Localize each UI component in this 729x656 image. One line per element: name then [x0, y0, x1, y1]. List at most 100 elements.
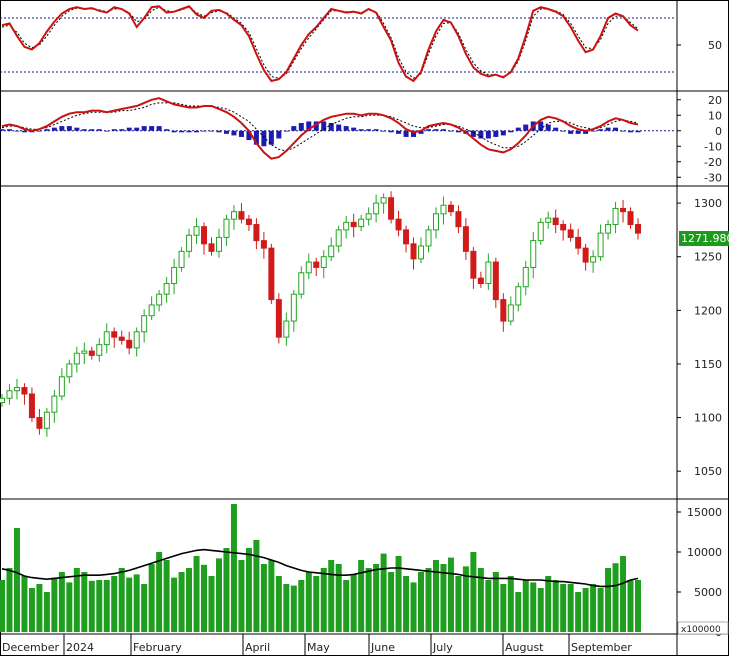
- macd-histogram-bar: [418, 130, 424, 134]
- macd-histogram-bar: [59, 126, 65, 131]
- volume-multiplier-box: [677, 621, 729, 635]
- candle-body: [373, 202, 380, 215]
- candle-body: [193, 226, 200, 236]
- macd-histogram-bar: [149, 126, 155, 131]
- volume-bar: [81, 572, 88, 632]
- candle-body: [260, 240, 267, 249]
- volume-bar: [537, 588, 544, 632]
- candle-body: [388, 197, 395, 220]
- candle-body: [223, 218, 230, 238]
- volume-bar: [268, 560, 275, 632]
- volume-bar: [447, 557, 454, 632]
- volume-bar: [605, 568, 612, 632]
- y-tick-label: 1050: [694, 465, 722, 478]
- macd-histogram-bar: [119, 129, 125, 131]
- candle-body: [620, 207, 627, 213]
- macd-histogram-bar: [238, 130, 244, 137]
- volume-bar: [253, 540, 260, 632]
- macd-histogram-bar: [493, 130, 499, 137]
- candle-body: [343, 221, 350, 231]
- macd-histogram-bar: [164, 129, 170, 131]
- candle-body: [380, 197, 387, 204]
- candle-body: [215, 236, 222, 252]
- volume-bar: [582, 588, 589, 632]
- volume-bar: [111, 576, 118, 632]
- macd-histogram-bar: [605, 127, 611, 131]
- macd-histogram-bar: [74, 127, 80, 131]
- volume-bar: [208, 576, 215, 632]
- volume-bar: [328, 560, 335, 632]
- last-price-label: 1271.980: [681, 232, 729, 245]
- macd-histogram-bar: [583, 130, 589, 134]
- y-tick-label: 10000: [687, 546, 722, 559]
- candle-body: [328, 245, 335, 258]
- candle-body: [0, 397, 5, 404]
- candle-body: [81, 350, 88, 354]
- macd-histogram-bar: [411, 130, 417, 137]
- macd-histogram-bar: [201, 130, 207, 132]
- candle-body: [298, 272, 305, 295]
- x-tick-label: August: [505, 641, 544, 654]
- macd-histogram-bar: [126, 127, 132, 131]
- macd-histogram-bar: [89, 129, 95, 131]
- macd-histogram-bar: [440, 129, 446, 131]
- candle-body: [627, 211, 634, 226]
- x-tick-label: May: [307, 641, 330, 654]
- candle-body: [58, 376, 65, 397]
- y-tick-label: 1150: [694, 358, 722, 371]
- volume-bar: [133, 574, 140, 632]
- macd-histogram-bar: [36, 130, 42, 132]
- macd-histogram-bar: [590, 130, 596, 132]
- macd-histogram-bar: [448, 130, 454, 132]
- candle-body: [13, 387, 20, 392]
- volume-bar: [305, 572, 312, 632]
- macd-histogram-bar: [104, 130, 110, 132]
- candle-body: [141, 315, 148, 333]
- candle-body: [455, 211, 462, 228]
- candle-body: [358, 218, 365, 228]
- macd-histogram-bar: [575, 130, 581, 134]
- candle-body: [148, 304, 155, 317]
- macd-histogram-bar: [313, 121, 319, 131]
- macd-histogram-bar: [455, 130, 461, 133]
- volume-bar: [126, 577, 133, 632]
- y-tick-label: -30: [704, 171, 722, 184]
- price-panel: 1300 1250 1200 1150 1100 1050: [0, 191, 722, 478]
- macd-histogram-bar: [171, 130, 177, 133]
- macd-histogram-bar: [223, 130, 229, 134]
- x-tick-label: February: [133, 641, 182, 654]
- volume-bar: [455, 576, 462, 632]
- candle-body: [305, 261, 312, 274]
- macd-histogram-bar: [545, 124, 551, 131]
- volume-bar: [223, 548, 230, 632]
- volume-bar: [73, 568, 80, 632]
- y-tick-label: 1300: [694, 197, 722, 210]
- volume-bar: [58, 572, 65, 632]
- macd-histogram-bar: [298, 123, 304, 131]
- y-tick-label: 15000: [687, 506, 722, 519]
- candle-body: [171, 266, 178, 285]
- volume-bar: [477, 568, 484, 632]
- candle-body: [51, 395, 58, 413]
- volume-bar: [485, 580, 492, 632]
- macd-histogram-bar: [373, 129, 379, 131]
- macd-histogram-bar: [6, 129, 12, 131]
- macd-histogram-bar: [141, 126, 147, 131]
- macd-histogram-bar: [343, 126, 349, 131]
- candle-body: [28, 393, 35, 419]
- macd-histogram-bar: [81, 129, 87, 131]
- volume-bar: [186, 568, 193, 632]
- x-tick-label: December: [2, 641, 60, 654]
- candle-body: [230, 211, 237, 220]
- candle-body: [186, 234, 193, 252]
- candle-body: [507, 304, 514, 322]
- volume-bar: [425, 568, 432, 632]
- last-price-badge: [679, 231, 729, 246]
- candle-body: [350, 221, 357, 228]
- candle-body: [268, 247, 275, 301]
- volume-bar: [96, 580, 103, 632]
- volume-bar: [567, 584, 574, 632]
- volume-bar: [410, 582, 417, 632]
